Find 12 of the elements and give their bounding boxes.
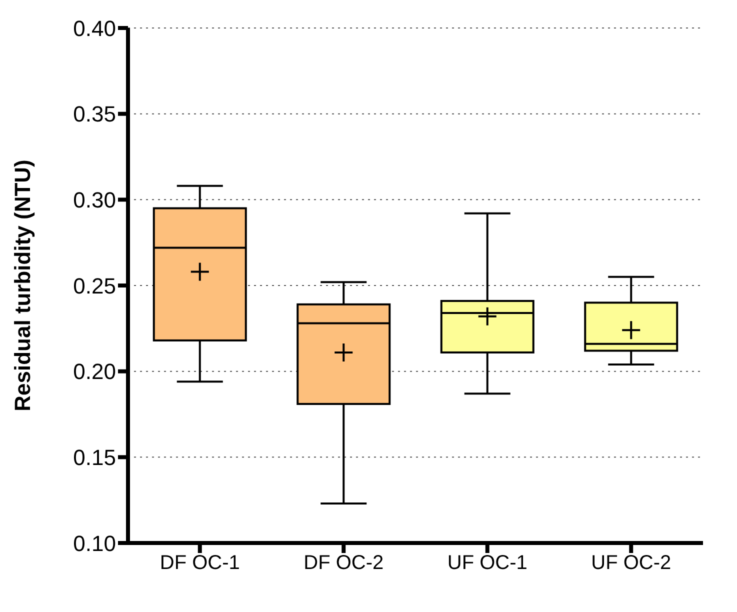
x-tick-label: UF OC-2 — [591, 552, 672, 574]
y-tick-label: 0.15 — [73, 444, 116, 470]
y-tick-label: 0.35 — [73, 102, 116, 127]
y-axis-title: Residual turbidity (NTU) — [10, 160, 35, 412]
y-tick-label: 0.25 — [73, 273, 116, 298]
y-tick-label: 0.10 — [73, 530, 116, 556]
x-tick-label: UF OC-1 — [447, 552, 528, 574]
y-tick-label: 0.20 — [73, 359, 116, 384]
x-tick-label: DF OC-1 — [160, 552, 240, 574]
y-tick-label: 0.30 — [73, 187, 116, 212]
y-tick-label: 0.40 — [73, 16, 116, 41]
x-tick-label: DF OC-2 — [304, 552, 384, 574]
